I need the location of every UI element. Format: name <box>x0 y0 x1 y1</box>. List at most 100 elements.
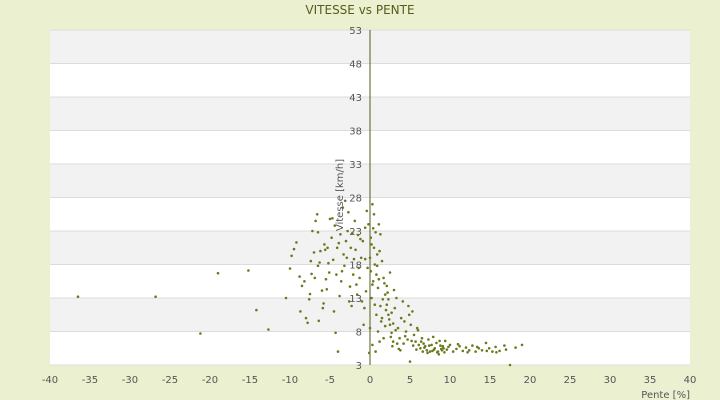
data-point <box>393 306 397 310</box>
data-point <box>295 241 298 244</box>
data-point <box>422 342 425 345</box>
data-point <box>298 275 301 278</box>
data-point <box>376 330 380 333</box>
data-point <box>431 335 435 339</box>
data-point <box>323 248 327 252</box>
data-point <box>385 284 389 288</box>
x-tick-labels: -40 -35 -30 -25 -20 -15 -10 -5 0 5 10 15 20 25 30 35 40 <box>42 375 697 386</box>
data-point <box>399 349 402 352</box>
data-point <box>372 246 376 250</box>
data-point <box>323 243 326 246</box>
data-point <box>368 256 372 260</box>
data-point <box>380 316 384 320</box>
data-point <box>412 333 416 337</box>
data-point <box>480 349 484 352</box>
data-point <box>304 316 308 320</box>
data-point <box>447 345 450 349</box>
y-tick-label: 8 <box>356 328 362 339</box>
data-point <box>311 229 314 233</box>
data-point <box>359 256 363 260</box>
data-point <box>435 341 438 345</box>
data-point <box>403 320 406 323</box>
data-point <box>461 349 465 353</box>
data-point <box>379 233 382 236</box>
data-point <box>432 348 436 351</box>
data-point <box>337 241 341 245</box>
data-point <box>428 350 432 353</box>
data-point <box>387 298 390 301</box>
x-tick-label: -35 <box>82 375 98 386</box>
data-point <box>415 326 419 330</box>
chart-title: VITESSE vs PENTE <box>305 3 414 17</box>
data-point <box>326 246 329 250</box>
y-tick-label: 23 <box>349 227 362 238</box>
data-point <box>309 259 313 263</box>
data-point <box>316 264 320 268</box>
data-point <box>331 217 334 220</box>
data-point <box>464 346 468 349</box>
data-point <box>383 282 386 285</box>
data-point <box>372 213 376 216</box>
data-point <box>333 224 337 227</box>
data-point <box>448 343 452 347</box>
data-point <box>322 302 325 305</box>
data-point <box>319 249 322 253</box>
data-point <box>370 243 373 246</box>
data-point <box>370 296 373 300</box>
data-point <box>508 363 512 367</box>
data-point <box>382 336 385 340</box>
data-point <box>312 251 316 254</box>
data-point <box>290 254 293 258</box>
y-tick-label: 18 <box>349 261 362 272</box>
y-tick-label: 53 <box>349 26 362 37</box>
data-point <box>381 298 385 301</box>
data-point <box>199 332 202 335</box>
x-tick-label: 30 <box>604 375 617 386</box>
data-point <box>334 331 337 335</box>
data-point <box>317 319 321 323</box>
data-point <box>154 295 157 299</box>
data-point <box>316 231 320 234</box>
data-point <box>328 217 332 221</box>
data-point <box>458 344 461 348</box>
data-point <box>383 324 387 328</box>
data-point <box>391 322 395 325</box>
data-point <box>379 304 382 308</box>
data-point <box>369 236 373 239</box>
x-tick-label: -20 <box>202 375 218 386</box>
data-point <box>514 346 517 349</box>
data-point <box>427 344 431 347</box>
x-tick-label: -10 <box>282 375 298 386</box>
data-point <box>485 349 489 353</box>
data-point <box>443 339 447 343</box>
data-point <box>466 351 469 354</box>
data-point <box>367 351 371 355</box>
data-point <box>404 330 408 333</box>
data-point <box>321 306 325 310</box>
data-point <box>396 326 400 330</box>
data-point <box>247 269 250 272</box>
data-point <box>435 351 439 354</box>
data-point <box>310 272 313 276</box>
x-axis-label: Pente [%] <box>641 390 690 400</box>
data-point <box>378 340 381 343</box>
data-point <box>399 316 403 320</box>
data-point <box>360 300 364 303</box>
data-point <box>351 273 355 276</box>
data-point <box>416 328 420 332</box>
x-tick-label: 35 <box>644 375 657 386</box>
data-point <box>356 233 360 237</box>
data-point <box>362 323 365 327</box>
data-point <box>391 344 394 348</box>
data-point <box>307 298 311 301</box>
data-point <box>335 273 338 276</box>
x-tick-label: 40 <box>684 375 697 386</box>
x-tick-label: 25 <box>564 375 577 386</box>
data-point <box>388 271 392 274</box>
data-point <box>363 257 367 261</box>
data-point <box>440 349 444 352</box>
data-point <box>353 219 357 223</box>
data-point <box>359 237 362 241</box>
data-point <box>383 293 387 296</box>
